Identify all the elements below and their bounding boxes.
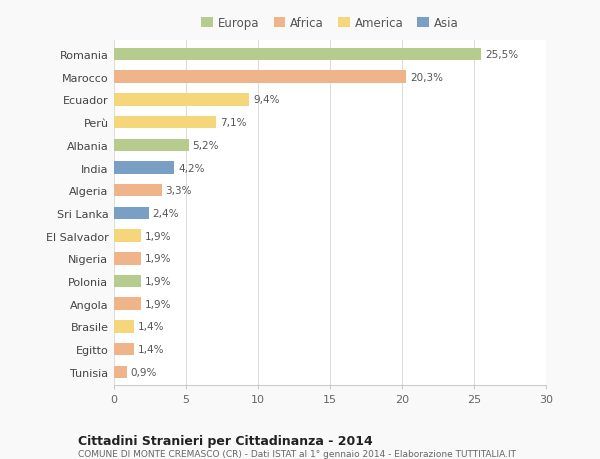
- Bar: [114, 49, 481, 61]
- Bar: [114, 366, 127, 378]
- Bar: [114, 298, 142, 310]
- Text: 7,1%: 7,1%: [220, 118, 247, 128]
- Text: 4,2%: 4,2%: [178, 163, 205, 173]
- Text: 20,3%: 20,3%: [410, 73, 443, 83]
- Bar: [114, 94, 250, 106]
- Text: 9,4%: 9,4%: [253, 95, 280, 105]
- Text: 1,9%: 1,9%: [145, 254, 172, 264]
- Bar: [114, 252, 142, 265]
- Text: 25,5%: 25,5%: [485, 50, 518, 60]
- Bar: [114, 275, 142, 288]
- Bar: [114, 117, 216, 129]
- Text: 3,3%: 3,3%: [165, 186, 191, 196]
- Bar: [114, 207, 149, 220]
- Bar: [114, 71, 406, 84]
- Text: 1,4%: 1,4%: [138, 344, 164, 354]
- Text: 2,4%: 2,4%: [152, 208, 179, 218]
- Text: COMUNE DI MONTE CREMASCO (CR) - Dati ISTAT al 1° gennaio 2014 - Elaborazione TUT: COMUNE DI MONTE CREMASCO (CR) - Dati IST…: [78, 449, 516, 458]
- Text: 1,9%: 1,9%: [145, 299, 172, 309]
- Text: 1,9%: 1,9%: [145, 231, 172, 241]
- Bar: [114, 343, 134, 356]
- Bar: [114, 320, 134, 333]
- Bar: [114, 185, 161, 197]
- Text: 1,9%: 1,9%: [145, 276, 172, 286]
- Bar: [114, 230, 142, 242]
- Text: 1,4%: 1,4%: [138, 322, 164, 332]
- Text: 0,9%: 0,9%: [131, 367, 157, 377]
- Bar: [114, 139, 189, 152]
- Text: 5,2%: 5,2%: [193, 140, 219, 151]
- Bar: [114, 162, 175, 174]
- Legend: Europa, Africa, America, Asia: Europa, Africa, America, Asia: [199, 14, 461, 32]
- Text: Cittadini Stranieri per Cittadinanza - 2014: Cittadini Stranieri per Cittadinanza - 2…: [78, 434, 373, 447]
